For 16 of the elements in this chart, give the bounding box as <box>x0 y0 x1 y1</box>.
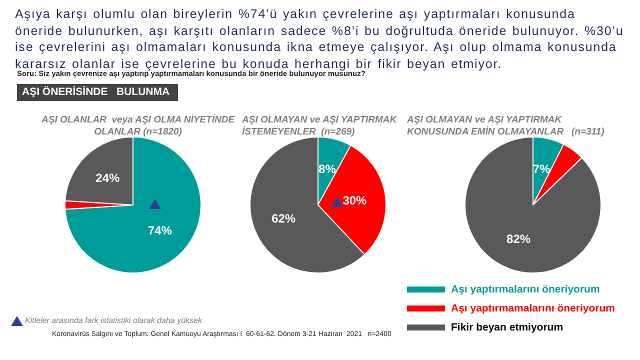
data-label: 74% <box>148 223 172 238</box>
data-label: 62% <box>272 212 296 226</box>
legend-label: Fikir beyan etmiyorum <box>451 322 564 334</box>
data-label: 8% <box>318 162 336 176</box>
chart-title: AŞI OLMAYAN ve AŞI YAPTIRMAK İSTEMEYENLER (n=269) <box>241 114 398 138</box>
data-label: 7% <box>532 162 551 176</box>
data-label: 30% <box>342 193 368 208</box>
chart-title: AŞI OLANLAR veya AŞI OLMA NİYETİNDE OLANLAR (n=1820) <box>40 114 236 138</box>
legend-label: Aşı yaptırmalarını öneriyorum <box>451 284 600 296</box>
data-label: 82% <box>506 232 531 246</box>
legend-label: Aşı yaptırmamalarını öneriyorum <box>451 302 615 314</box>
text: Aşıya karşı olumlu olan bireylerin %74’ü yakın çevrelerine aşı yaptırmaları konusunda öneride bulunurken, aşı karşıtı olanların sadece %8’i bu doğrultuda öneride bulunuyor. %30’u ise çevrelerini aşı olmamaları konusunda ikna etmeye çalışıyor. Aşı olup olmama konusunda kararsız olanlar ise çevrelerine bu konuda herhangi bir fikir beyan etmiyor. <box>15 6 625 71</box>
chart-title: AŞI OLMAYAN ve AŞI YAPTIRMAK KONUSUNDA EMİN OLMAYANLAR (n=311) <box>406 114 604 138</box>
text: AŞI ÖNERİSİNDE BULUNMA <box>17 84 178 101</box>
text: Kitleler arasında fark istatistiki olarak daha yüksek <box>25 316 202 325</box>
data-label: 24% <box>96 171 120 186</box>
